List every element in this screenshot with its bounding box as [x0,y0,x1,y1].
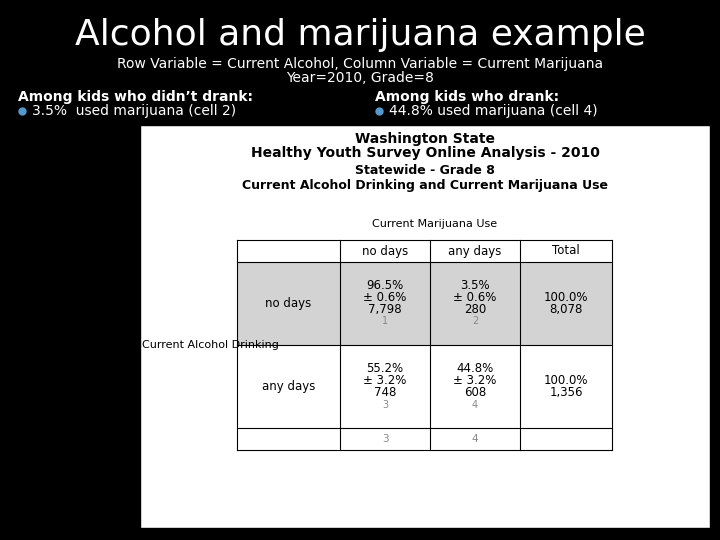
Text: ± 0.6%: ± 0.6% [364,291,407,304]
Text: Among kids who drank:: Among kids who drank: [375,90,559,104]
Text: 8,078: 8,078 [549,303,582,316]
Text: Current Marijuana Use: Current Marijuana Use [372,219,498,229]
Text: ± 3.2%: ± 3.2% [364,374,407,387]
Text: 44.8% used marijuana (cell 4): 44.8% used marijuana (cell 4) [389,104,598,118]
Text: 2: 2 [472,316,478,327]
Text: Statewide - Grade 8: Statewide - Grade 8 [355,165,495,178]
Text: 7,798: 7,798 [368,303,402,316]
Text: 4: 4 [472,400,478,409]
Text: 3.5%  used marijuana (cell 2): 3.5% used marijuana (cell 2) [32,104,236,118]
Text: 100.0%: 100.0% [544,374,588,387]
Text: Year=2010, Grade=8: Year=2010, Grade=8 [286,71,434,85]
Text: 1: 1 [382,316,388,327]
Bar [237,345,612,428]
Text: 44.8%: 44.8% [456,362,494,375]
Text: 280: 280 [464,303,486,316]
Text: Alcohol and marijuana example: Alcohol and marijuana example [75,18,645,52]
Text: Healthy Youth Survey Online Analysis - 2010: Healthy Youth Survey Online Analysis - 2… [251,146,600,160]
Text: Total: Total [552,245,580,258]
Text: any days: any days [262,380,315,393]
Text: ± 3.2%: ± 3.2% [454,374,497,387]
Text: 3: 3 [382,400,388,409]
Bar [237,262,612,345]
Text: 748: 748 [374,386,396,399]
Text: ± 0.6%: ± 0.6% [454,291,497,304]
Text: Among kids who didn’t drank:: Among kids who didn’t drank: [18,90,253,104]
Text: no days: no days [266,297,312,310]
Text: Washington State: Washington State [355,132,495,146]
Text: 55.2%: 55.2% [366,362,404,375]
Text: 3.5%: 3.5% [460,279,490,292]
Text: Current Alcohol Drinking and Current Marijuana Use: Current Alcohol Drinking and Current Mar… [242,179,608,192]
Text: 1,356: 1,356 [549,386,582,399]
Text: 4: 4 [472,434,478,444]
Text: no days: no days [362,245,408,258]
Text: Current Alcohol Drinking: Current Alcohol Drinking [142,340,279,350]
Text: 100.0%: 100.0% [544,291,588,304]
Text: 608: 608 [464,386,486,399]
Text: any days: any days [449,245,502,258]
Bar [140,125,710,528]
Text: 96.5%: 96.5% [366,279,404,292]
Text: Row Variable = Current Alcohol, Column Variable = Current Marijuana: Row Variable = Current Alcohol, Column V… [117,57,603,71]
Text: 3: 3 [382,434,388,444]
